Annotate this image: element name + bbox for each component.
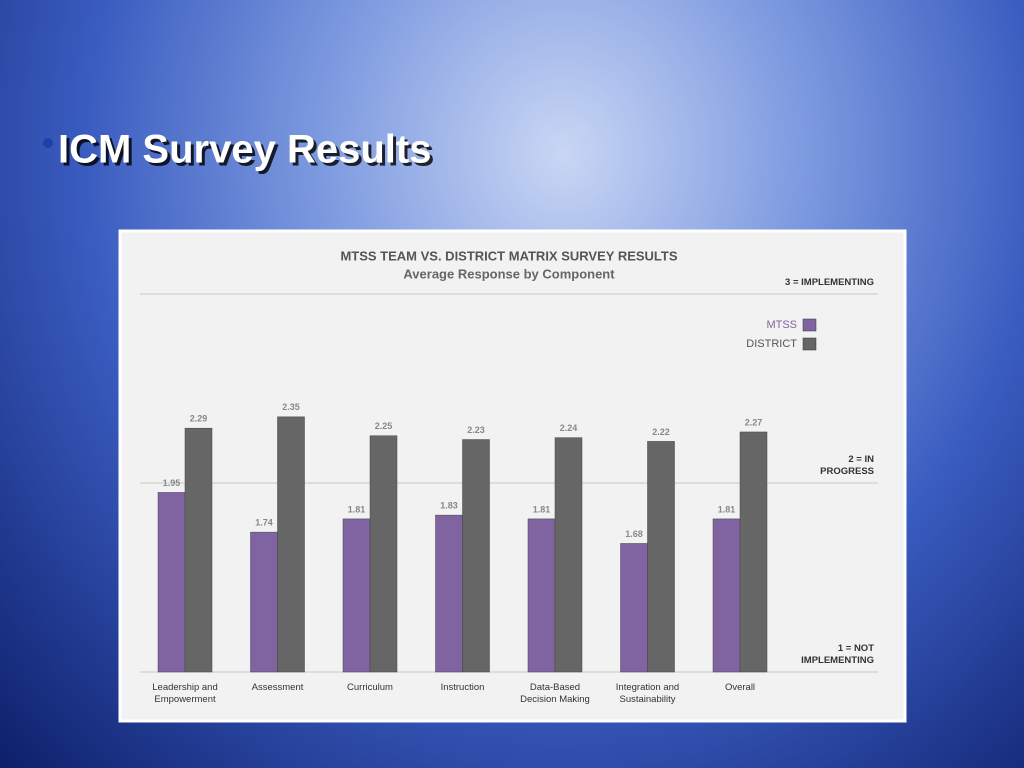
- x-tick-label: Integration and Sustainability: [615, 682, 680, 705]
- legend-swatch: [802, 337, 817, 351]
- bar: [342, 518, 371, 673]
- value-label: 1.81: [533, 504, 551, 514]
- value-label: 1.68: [625, 529, 643, 539]
- heading: ICM Survey Results: [58, 128, 431, 172]
- bar: [277, 416, 305, 673]
- bar: [739, 431, 768, 673]
- bar: [712, 518, 741, 673]
- value-label: 2.35: [282, 402, 300, 412]
- legend-swatch: [802, 318, 817, 332]
- value-label: 1.83: [440, 501, 458, 511]
- bar: [250, 531, 278, 673]
- value-label: 2.27: [745, 417, 763, 427]
- x-tick-label: Overall: [724, 682, 756, 693]
- value-label: 2.23: [467, 425, 485, 435]
- bullet: [43, 138, 53, 148]
- bar: [184, 427, 213, 673]
- bar: [462, 439, 490, 673]
- legend-label: MTSS: [766, 319, 797, 331]
- bar: [620, 543, 648, 673]
- y-tick-label: 3 = IMPLEMENTING: [785, 277, 874, 288]
- bar: [647, 441, 675, 673]
- y-tick-label: 2 = IN PROGRESS: [820, 454, 874, 477]
- bar: [369, 435, 398, 673]
- y-tick-label: 1 = NOT IMPLEMENTING: [801, 643, 874, 666]
- heading-shadow: ICM Survey Results: [61, 131, 434, 175]
- x-tick-label: Data-Based Decision Making: [520, 682, 590, 705]
- bar: [157, 492, 186, 673]
- legend-label: DISTRICT: [746, 338, 797, 350]
- bar: [554, 437, 583, 673]
- value-label: 1.81: [718, 504, 736, 514]
- value-label: 2.25: [375, 421, 393, 431]
- value-label: 1.74: [255, 518, 273, 528]
- value-label: 1.95: [163, 478, 181, 488]
- x-tick-label: Curriculum: [347, 682, 393, 693]
- bar: [527, 518, 556, 673]
- bar: [435, 514, 463, 673]
- value-label: 2.29: [190, 414, 208, 424]
- x-tick-label: Instruction: [440, 682, 485, 693]
- chart-panel: [118, 229, 907, 723]
- x-tick-label: Assessment: [251, 682, 304, 693]
- x-tick-label: Leadership and Empowerment: [152, 682, 218, 705]
- value-label: 1.81: [348, 504, 366, 514]
- chart-subtitle: Average Response by Component: [403, 266, 615, 281]
- chart-title: MTSS TEAM VS. DISTRICT MATRIX SURVEY RES…: [340, 248, 677, 263]
- value-label: 2.22: [652, 427, 670, 437]
- value-label: 2.24: [560, 423, 578, 433]
